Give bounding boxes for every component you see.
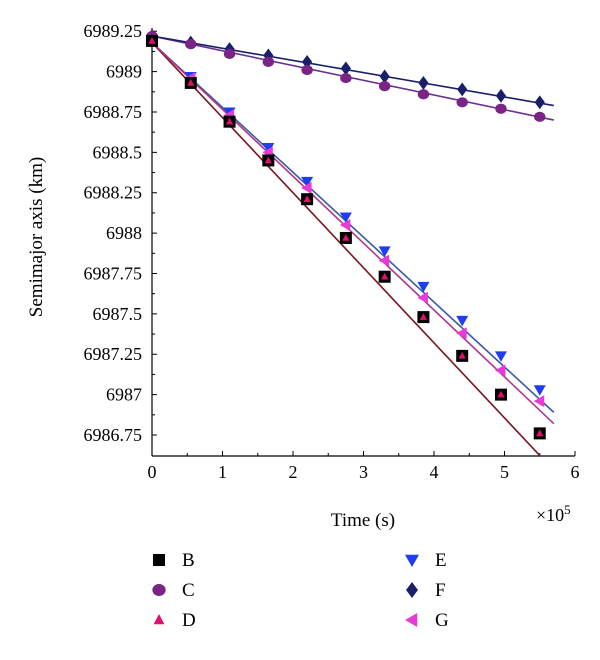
fit-line-c bbox=[152, 35, 555, 121]
y-tick-label: 6987.75 bbox=[84, 263, 143, 283]
x-tick-label: 3 bbox=[359, 462, 368, 482]
data-point-f bbox=[418, 76, 429, 90]
legend-item-d: D bbox=[153, 610, 196, 631]
y-tick-label: 6989 bbox=[106, 62, 142, 82]
data-point-c bbox=[340, 72, 352, 84]
data-point-f bbox=[457, 82, 468, 97]
data-point-e bbox=[262, 143, 275, 154]
fit-line-b bbox=[152, 41, 542, 456]
y-tick-label: 6988.5 bbox=[93, 142, 143, 162]
y-tick-label: 6987 bbox=[106, 385, 142, 405]
fit-lines bbox=[152, 35, 555, 456]
data-point-f bbox=[534, 95, 545, 110]
data-point-d bbox=[497, 390, 505, 398]
series-d bbox=[148, 36, 544, 437]
legend-item-c: C bbox=[152, 580, 195, 601]
legend-marker bbox=[405, 613, 418, 627]
fit-line-e bbox=[152, 41, 555, 413]
data-point-e bbox=[494, 351, 507, 362]
y-tick-label: 6986.75 bbox=[84, 425, 143, 445]
x-tick-label: 6 bbox=[571, 462, 580, 482]
data-point-c bbox=[495, 103, 507, 114]
legend-label: G bbox=[435, 610, 449, 631]
y-axis-label: Semimajor axis (km) bbox=[26, 157, 47, 317]
x-tick-label: 5 bbox=[500, 462, 509, 482]
data-point-c bbox=[223, 48, 236, 59]
fit-line-g bbox=[152, 41, 555, 425]
legend-marker bbox=[153, 554, 165, 566]
x-tick-label: 4 bbox=[430, 462, 439, 482]
legend-item-b: B bbox=[153, 550, 195, 571]
legend-label: E bbox=[435, 550, 447, 571]
data-point-e bbox=[301, 176, 314, 188]
legend-item-g: G bbox=[405, 610, 449, 631]
y-tick-label: 6987.25 bbox=[84, 344, 143, 364]
data-point-d bbox=[303, 195, 311, 202]
series-e bbox=[146, 36, 546, 396]
legend-marker bbox=[406, 581, 418, 599]
data-point-e bbox=[339, 212, 352, 223]
data-point-c bbox=[378, 81, 391, 92]
series-c bbox=[146, 30, 546, 122]
data-point-g bbox=[301, 181, 312, 194]
legend-marker bbox=[405, 554, 419, 567]
legend-item-f: F bbox=[406, 580, 446, 601]
data-point-f bbox=[302, 55, 313, 69]
data-point-d bbox=[225, 117, 234, 125]
data-point-g bbox=[533, 395, 545, 408]
data-point-e bbox=[456, 315, 469, 327]
data-point-d bbox=[187, 78, 195, 86]
y-tick-label: 6989.25 bbox=[84, 21, 143, 41]
series-f bbox=[146, 29, 545, 110]
data-point-f bbox=[340, 61, 351, 76]
data-point-e bbox=[533, 385, 546, 396]
data-point-d bbox=[264, 156, 272, 164]
legend-marker bbox=[152, 584, 166, 596]
x-tick-label: 1 bbox=[218, 462, 227, 482]
legend-item-e: E bbox=[405, 550, 447, 571]
legend: BCD EFG bbox=[152, 550, 449, 631]
y-tick-label: 6988.25 bbox=[84, 183, 143, 203]
data-point-d bbox=[536, 429, 544, 437]
y-tick-label: 6988.75 bbox=[84, 102, 143, 122]
data-point-c bbox=[417, 89, 430, 100]
data-point-g bbox=[378, 254, 390, 267]
data-markers bbox=[146, 29, 546, 440]
x-tick-label: 2 bbox=[289, 462, 298, 482]
data-point-g bbox=[494, 364, 506, 377]
data-point-c bbox=[456, 97, 468, 108]
data-point-c bbox=[534, 111, 546, 122]
data-point-g bbox=[456, 327, 467, 340]
data-point-d bbox=[148, 36, 156, 44]
data-point-c bbox=[185, 39, 197, 50]
data-point-g bbox=[339, 219, 351, 232]
x-tick-label: 0 bbox=[148, 462, 157, 482]
axes bbox=[151, 28, 576, 457]
data-point-c bbox=[301, 64, 313, 76]
x-axis-label: Time (s) bbox=[331, 510, 395, 531]
data-point-f bbox=[495, 88, 507, 103]
data-point-d bbox=[419, 313, 428, 320]
data-point-d bbox=[381, 272, 389, 280]
data-point-f bbox=[379, 69, 390, 84]
data-point-c bbox=[262, 56, 275, 68]
fit-line-f bbox=[152, 35, 554, 107]
tick-labels: 0 1 2 3 4 5 6 6986.75 6987 6987.25 6987.5 6987.75 69… bbox=[84, 21, 580, 482]
legend-marker bbox=[153, 614, 165, 625]
x-axis-multiplier-exponent: 5 bbox=[564, 502, 571, 517]
legend-label: B bbox=[182, 550, 195, 571]
data-point-d bbox=[458, 351, 466, 359]
data-point-e bbox=[417, 281, 430, 293]
x-axis-multiplier: ×105 bbox=[536, 502, 571, 525]
data-point-e bbox=[378, 246, 391, 257]
data-point-g bbox=[417, 291, 428, 304]
legend-label: F bbox=[435, 580, 446, 601]
y-tick-label: 6987.5 bbox=[93, 304, 143, 324]
y-tick-label: 6988 bbox=[106, 223, 142, 243]
legend-label: C bbox=[182, 580, 195, 601]
data-point-d bbox=[342, 233, 350, 241]
legend-label: D bbox=[182, 610, 196, 631]
